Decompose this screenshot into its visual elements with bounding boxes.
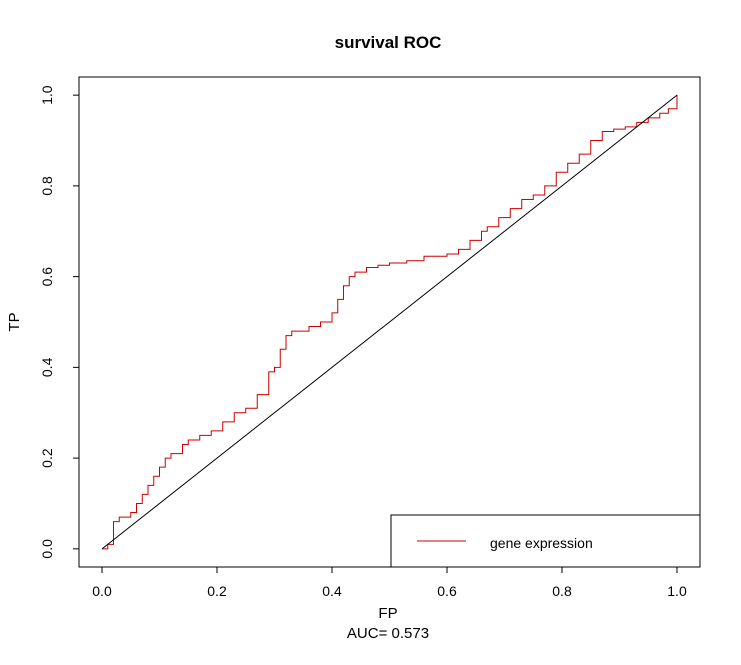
x-tick-label: 1.0: [667, 583, 687, 599]
x-tick-label: 0.2: [207, 583, 227, 599]
x-axis-label: FP: [378, 605, 397, 622]
x-tick-label: 0.0: [92, 583, 112, 599]
x-axis: 0.0 0.2 0.4 0.6 0.8 1.0: [92, 566, 687, 599]
auc-label: AUC= 0.573: [347, 625, 429, 642]
y-tick-label: 1.0: [39, 85, 55, 105]
legend: gene expression: [390, 514, 701, 568]
roc-curve-series: [102, 95, 678, 550]
y-axis-label: TP: [6, 312, 23, 331]
plot-area: [78, 76, 701, 568]
x-tick-label: 0.8: [552, 583, 572, 599]
y-tick-label: 0.8: [39, 176, 55, 196]
series-layer: [101, 94, 678, 550]
chart-title: survival ROC: [335, 33, 442, 52]
y-axis: 0.0 0.2 0.4 0.6 0.8 1.0: [39, 85, 79, 559]
y-tick-label: 0.6: [39, 267, 55, 287]
y-tick-label: 0.4: [39, 357, 55, 377]
y-tick-label: 0.0: [39, 539, 55, 559]
legend-label: gene expression: [490, 535, 593, 551]
y-tick-label: 0.2: [39, 448, 55, 468]
x-tick-label: 0.4: [322, 583, 342, 599]
diagonal-reference-line: [101, 94, 678, 550]
x-tick-label: 0.6: [437, 583, 457, 599]
